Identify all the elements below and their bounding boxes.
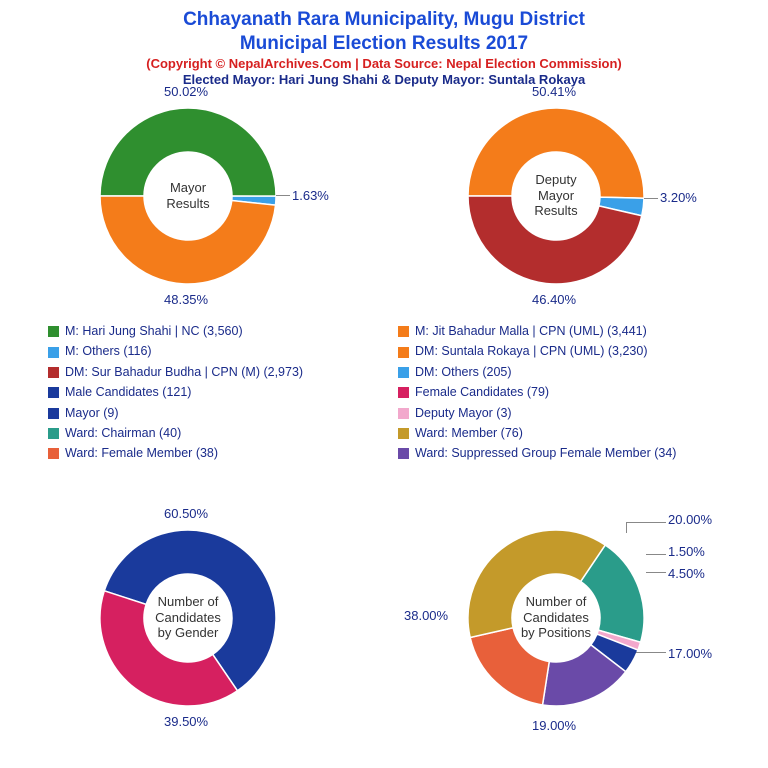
percent-label: 20.00% bbox=[668, 512, 712, 527]
legend-item: M: Jit Bahadur Malla | CPN (UML) (3,441) bbox=[398, 322, 676, 341]
legend-swatch bbox=[398, 347, 409, 358]
legend-item: Ward: Female Member (38) bbox=[48, 444, 303, 463]
elected-line: Elected Mayor: Hari Jung Shahi & Deputy … bbox=[10, 72, 758, 89]
percent-label: 1.50% bbox=[668, 544, 705, 559]
legend-text: Ward: Suppressed Group Female Member (34… bbox=[415, 444, 676, 463]
legend-text: Ward: Member (76) bbox=[415, 424, 523, 443]
legend-swatch bbox=[398, 326, 409, 337]
legend-item: Mayor (9) bbox=[48, 404, 303, 423]
legend-item: M: Others (116) bbox=[48, 342, 303, 361]
copyright-line: (Copyright © NepalArchives.Com | Data So… bbox=[10, 56, 758, 73]
percent-label: 4.50% bbox=[668, 566, 705, 581]
deputy-mayor-results-chart: DeputyMayorResults50.41%3.20%46.40% bbox=[458, 98, 654, 294]
legend-text: Deputy Mayor (3) bbox=[415, 404, 512, 423]
title-line-2: Municipal Election Results 2017 bbox=[10, 32, 758, 56]
legend-left: M: Hari Jung Shahi | NC (3,560)M: Others… bbox=[48, 322, 303, 465]
legend-swatch bbox=[398, 367, 409, 378]
donut-center-label: DeputyMayorResults bbox=[514, 172, 598, 219]
legend-item: DM: Sur Bahadur Budha | CPN (M) (2,973) bbox=[48, 363, 303, 382]
legend-swatch bbox=[398, 448, 409, 459]
legend-swatch bbox=[48, 428, 59, 439]
legend-swatch bbox=[398, 387, 409, 398]
legend-item: DM: Suntala Rokaya | CPN (UML) (3,230) bbox=[398, 342, 676, 361]
donut-center-label: Number ofCandidatesby Gender bbox=[146, 594, 230, 641]
percent-label: 19.00% bbox=[532, 718, 576, 733]
percent-label: 38.00% bbox=[404, 608, 448, 623]
candidates-by-positions-chart: Number ofCandidatesby Positions20.00%1.5… bbox=[458, 520, 654, 716]
legend-item: Female Candidates (79) bbox=[398, 383, 676, 402]
donut-center-label: Number ofCandidatesby Positions bbox=[514, 594, 598, 641]
legend-swatch bbox=[48, 387, 59, 398]
legend-swatch bbox=[48, 448, 59, 459]
legend-item: Male Candidates (121) bbox=[48, 383, 303, 402]
legend-swatch bbox=[398, 408, 409, 419]
legend-item: DM: Others (205) bbox=[398, 363, 676, 382]
legend-text: DM: Others (205) bbox=[415, 363, 512, 382]
percent-label: 46.40% bbox=[532, 292, 576, 307]
legend-swatch bbox=[48, 347, 59, 358]
legend-item: Ward: Chairman (40) bbox=[48, 424, 303, 443]
percent-label: 50.41% bbox=[532, 84, 576, 99]
legend-item: M: Hari Jung Shahi | NC (3,560) bbox=[48, 322, 303, 341]
legend-text: M: Jit Bahadur Malla | CPN (UML) (3,441) bbox=[415, 322, 647, 341]
legend-text: Male Candidates (121) bbox=[65, 383, 191, 402]
percent-label: 17.00% bbox=[668, 646, 712, 661]
legend-text: M: Hari Jung Shahi | NC (3,560) bbox=[65, 322, 243, 341]
legend-swatch bbox=[48, 326, 59, 337]
legend-text: M: Others (116) bbox=[65, 342, 152, 361]
donut-center-label: MayorResults bbox=[146, 180, 230, 211]
percent-label: 48.35% bbox=[164, 292, 208, 307]
legend-text: Mayor (9) bbox=[65, 404, 118, 423]
legend-right: M: Jit Bahadur Malla | CPN (UML) (3,441)… bbox=[398, 322, 676, 465]
legend-item: Ward: Member (76) bbox=[398, 424, 676, 443]
legend-text: Ward: Chairman (40) bbox=[65, 424, 181, 443]
legend-text: DM: Sur Bahadur Budha | CPN (M) (2,973) bbox=[65, 363, 303, 382]
title-line-1: Chhayanath Rara Municipality, Mugu Distr… bbox=[10, 8, 758, 32]
percent-label: 3.20% bbox=[660, 190, 697, 205]
percent-label: 39.50% bbox=[164, 714, 208, 729]
legend-text: Ward: Female Member (38) bbox=[65, 444, 218, 463]
legend-text: DM: Suntala Rokaya | CPN (UML) (3,230) bbox=[415, 342, 648, 361]
legend-item: Deputy Mayor (3) bbox=[398, 404, 676, 423]
legend-swatch bbox=[48, 367, 59, 378]
legend-swatch bbox=[48, 408, 59, 419]
header: Chhayanath Rara Municipality, Mugu Distr… bbox=[0, 0, 768, 91]
legend-swatch bbox=[398, 428, 409, 439]
percent-label: 50.02% bbox=[164, 84, 208, 99]
mayor-results-chart: MayorResults50.02%1.63%48.35% bbox=[90, 98, 286, 294]
legend-item: Ward: Suppressed Group Female Member (34… bbox=[398, 444, 676, 463]
percent-label: 60.50% bbox=[164, 506, 208, 521]
percent-label: 1.63% bbox=[292, 188, 329, 203]
candidates-by-gender-chart: Number ofCandidatesby Gender60.50%39.50% bbox=[90, 520, 286, 716]
legend-text: Female Candidates (79) bbox=[415, 383, 549, 402]
